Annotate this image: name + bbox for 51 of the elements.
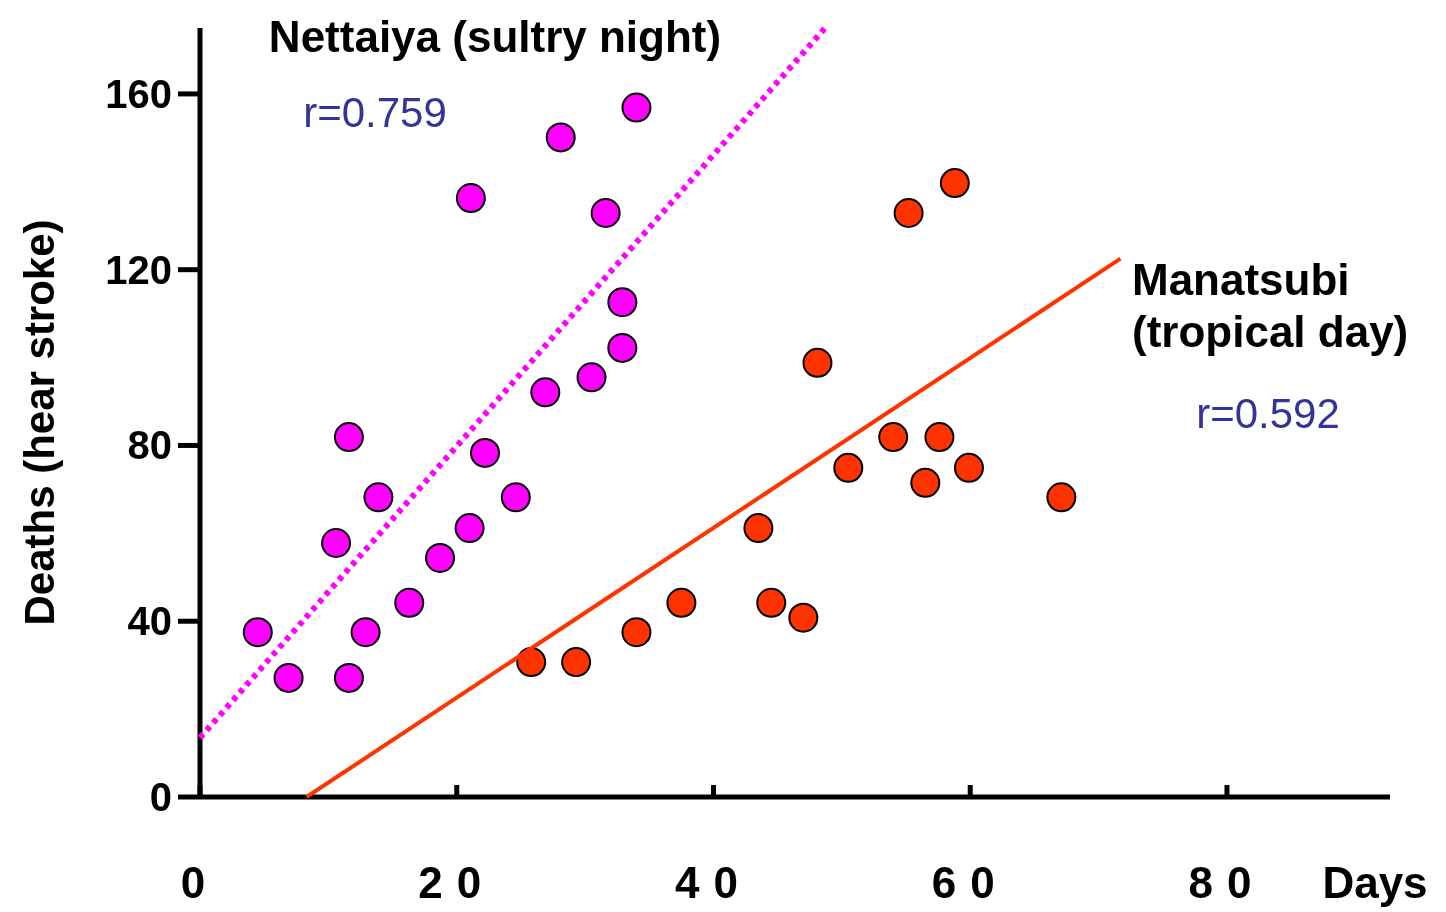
y-tick-label: 40 <box>127 599 172 644</box>
x-tick-label: 20 <box>418 858 496 907</box>
point <box>590 198 621 228</box>
point <box>878 422 909 453</box>
point <box>363 482 394 513</box>
x-tick-label: 80 <box>1188 858 1266 907</box>
point <box>350 617 381 648</box>
x-tick-label: 40 <box>675 858 752 907</box>
point <box>321 528 352 559</box>
annotation: r=0.759 <box>303 89 447 136</box>
point <box>802 347 833 378</box>
point <box>893 198 924 228</box>
point <box>545 122 576 153</box>
point <box>530 377 561 408</box>
point <box>425 542 456 573</box>
point <box>273 662 304 693</box>
y-tick-label: 80 <box>127 423 172 468</box>
y-tick-label: 160 <box>105 71 172 116</box>
point <box>455 183 486 214</box>
point <box>607 287 638 318</box>
point <box>756 587 787 618</box>
point <box>788 602 819 633</box>
annotation: r=0.592 <box>1196 390 1340 437</box>
point <box>953 452 984 483</box>
point <box>621 617 652 648</box>
point <box>621 92 652 123</box>
y-tick-label: 120 <box>105 247 172 292</box>
series-label: Manatsubi (tropical day) <box>1132 255 1409 356</box>
series-label: Nettaiya (sultry night) <box>268 12 722 61</box>
point <box>833 452 864 483</box>
point <box>939 168 970 199</box>
x-axis-title: Days <box>1322 858 1428 907</box>
x-tick-label: 0 <box>180 858 220 907</box>
point <box>576 362 607 393</box>
y-tick-label: 0 <box>149 775 172 819</box>
point <box>242 617 273 648</box>
point <box>743 513 774 544</box>
point <box>394 587 425 618</box>
point <box>469 437 500 468</box>
point <box>500 482 531 513</box>
point <box>607 332 638 363</box>
y-axis-title: Deaths (hear stroke) <box>16 219 63 626</box>
point <box>454 513 485 544</box>
x-tick-label: 60 <box>931 858 1009 907</box>
point <box>561 647 592 678</box>
point <box>1046 482 1077 513</box>
point <box>333 662 364 693</box>
point <box>924 422 955 453</box>
point <box>666 587 697 618</box>
point <box>333 422 364 453</box>
point <box>910 467 941 498</box>
